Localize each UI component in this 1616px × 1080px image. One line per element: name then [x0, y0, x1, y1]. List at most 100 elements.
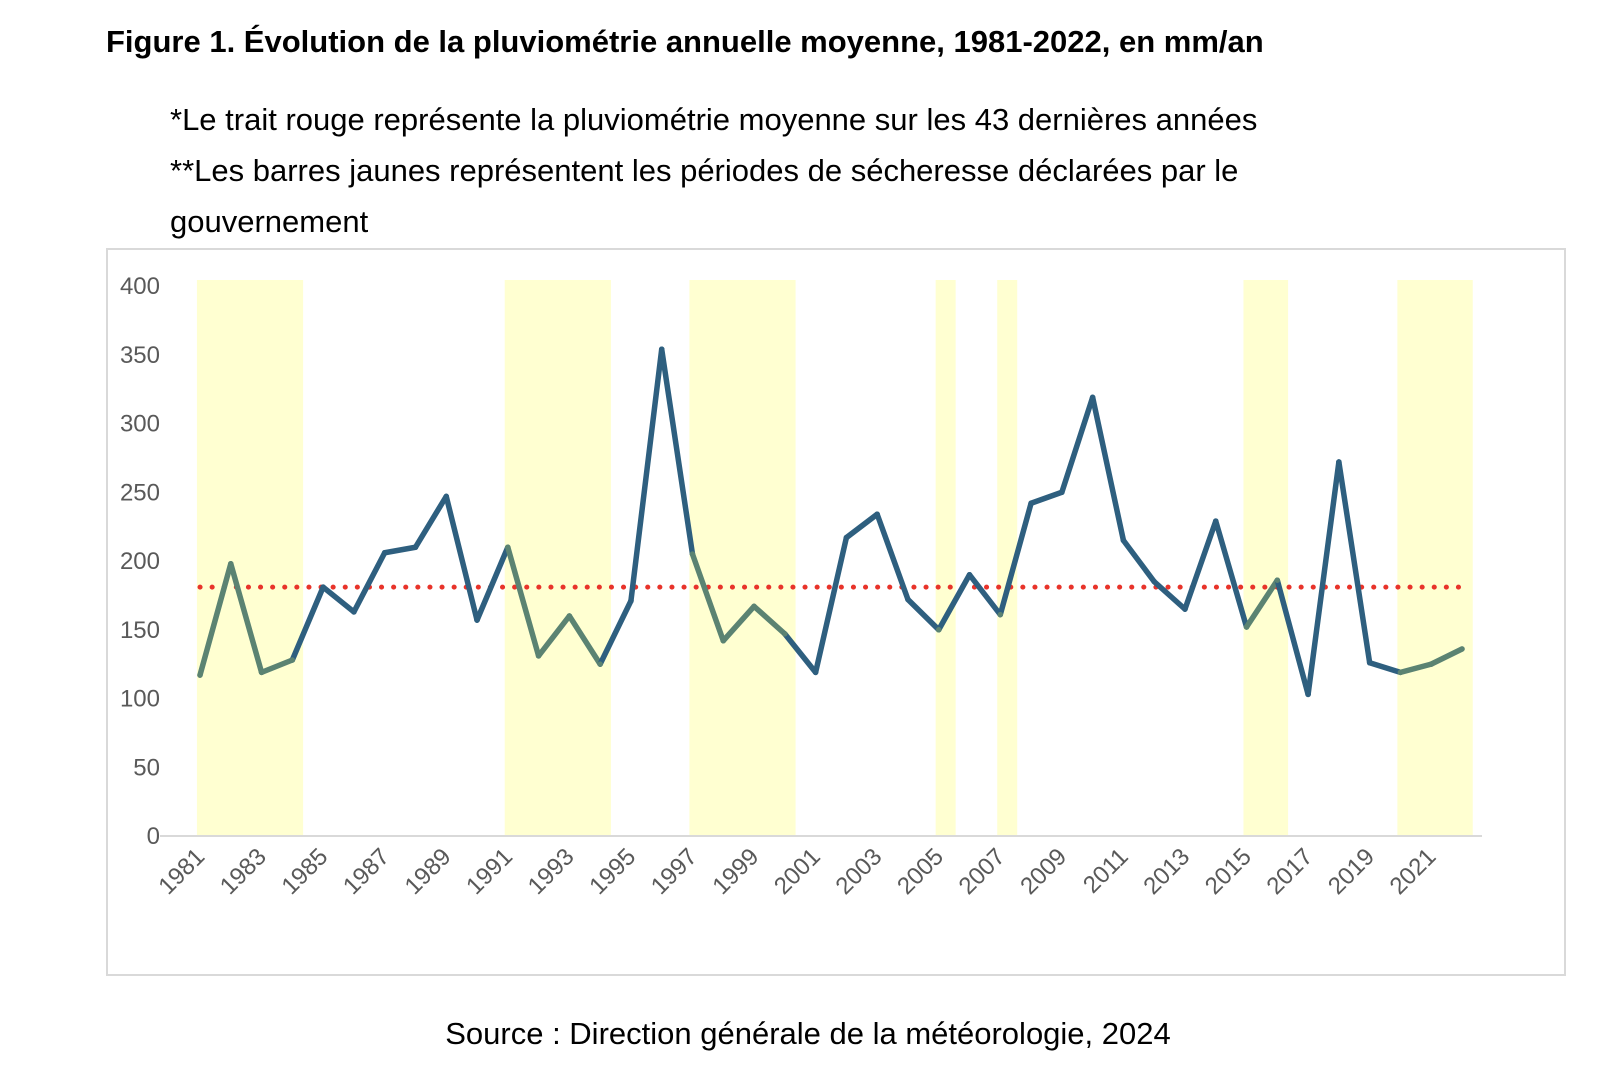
y-tick-350: 350	[120, 342, 160, 369]
point-1991	[505, 544, 511, 550]
note-red-line: *Le trait rouge représente la pluviométr…	[170, 102, 1258, 137]
segment-2003-2004	[874, 511, 911, 603]
point-1994	[597, 661, 603, 667]
drought-band-1991-1994	[504, 280, 611, 836]
segment-2012-2013	[1151, 578, 1188, 612]
segment-2016-2017	[1274, 577, 1311, 698]
rainfall-series	[197, 346, 1465, 698]
segment-2021-2022	[1428, 646, 1465, 667]
segment-1983-1984	[258, 657, 296, 676]
point-1992	[535, 653, 542, 659]
x-tick-1985: 1985	[277, 843, 334, 900]
x-tick-1983: 1983	[215, 843, 272, 900]
segment-2019-2020	[1366, 660, 1404, 676]
point-1995	[628, 598, 634, 604]
segment-2005-2006	[935, 572, 973, 633]
point-2020	[1397, 669, 1404, 676]
chart-frame: 0 50 100 150 200 250 300 350 400 1981 1983 1985 198…	[106, 248, 1566, 976]
point-1989	[443, 493, 449, 500]
segment-1996-1997	[658, 346, 696, 557]
segment-2011-2012	[1120, 537, 1157, 585]
point-1997	[689, 551, 696, 557]
x-tick-2015: 2015	[1200, 843, 1257, 900]
point-2022	[1459, 646, 1465, 652]
y-tick-0: 0	[147, 823, 160, 850]
point-2012	[1151, 578, 1157, 585]
x-tick-1981: 1981	[153, 843, 210, 900]
x-tick-2019: 2019	[1323, 843, 1380, 900]
point-2000	[782, 631, 788, 637]
drought-band-1981-1984	[196, 280, 304, 836]
x-tick-1993: 1993	[523, 843, 580, 900]
figure-title: Figure 1. Évolution de la pluviométrie a…	[106, 24, 1264, 59]
x-tick-2021: 2021	[1385, 843, 1442, 900]
segment-1981-1982	[197, 561, 234, 678]
point-2008	[1028, 500, 1034, 506]
x-tick-2003: 2003	[831, 843, 888, 900]
point-2009	[1059, 489, 1065, 495]
point-2021	[1428, 661, 1434, 667]
y-tick-250: 250	[120, 479, 160, 506]
segment-1986-1987	[351, 550, 388, 615]
point-2011	[1120, 537, 1127, 544]
point-1987	[381, 550, 388, 556]
segment-1991-1992	[505, 544, 542, 659]
x-tick-1989: 1989	[400, 843, 457, 900]
point-1993	[566, 613, 573, 619]
segment-2010-2011	[1089, 394, 1127, 544]
y-tick-50: 50	[133, 754, 160, 781]
point-2016	[1274, 577, 1281, 583]
note-yellow-bars: **Les barres jaunes représentent les pér…	[170, 153, 1239, 188]
point-1984	[289, 657, 296, 663]
segment-2000-2001	[782, 631, 819, 676]
point-2017	[1305, 691, 1311, 698]
x-tick-2017: 2017	[1261, 843, 1318, 900]
y-tick-300: 300	[120, 411, 160, 438]
x-tick-1995: 1995	[584, 843, 641, 900]
x-tick-labels: 1981 1983 1985 1987 1989 1991 1993 1995 1997 1999…	[153, 843, 1441, 900]
segment-1994-1995	[597, 598, 634, 667]
drought-band-2007-2007	[997, 280, 1018, 836]
point-2010	[1089, 394, 1096, 401]
point-2004	[905, 596, 911, 603]
segment-1997-1998	[689, 551, 727, 644]
point-1983	[258, 669, 265, 676]
point-2003	[874, 511, 880, 517]
segment-1990-1991	[474, 544, 511, 623]
segment-2014-2015	[1213, 518, 1250, 630]
segment-1982-1983	[228, 561, 265, 676]
segment-1998-1999	[720, 603, 757, 644]
segment-1985-1986	[320, 584, 357, 615]
drought-band-2015-2016	[1243, 280, 1289, 836]
segment-1992-1993	[535, 613, 573, 659]
point-1988	[412, 544, 419, 550]
point-2002	[843, 534, 850, 541]
x-tick-2001: 2001	[769, 843, 826, 900]
point-2015	[1243, 624, 1250, 630]
x-tick-2005: 2005	[892, 843, 949, 900]
point-1982	[228, 561, 234, 567]
point-2005	[936, 627, 942, 633]
point-2019	[1366, 660, 1373, 666]
point-2007	[997, 611, 1003, 618]
point-2014	[1213, 518, 1219, 524]
drought-bands	[196, 280, 1473, 836]
drought-band-2005-2005	[935, 280, 956, 836]
segment-1988-1989	[412, 493, 449, 550]
segment-1987-1988	[381, 544, 419, 556]
segment-1989-1990	[443, 493, 480, 623]
point-1986	[351, 609, 357, 615]
x-tick-2011: 2011	[1078, 843, 1134, 899]
segment-1995-1996	[628, 346, 665, 604]
x-tick-2013: 2013	[1138, 843, 1195, 900]
point-2018	[1336, 459, 1342, 465]
source-note: Source : Direction générale de la météor…	[445, 1016, 1171, 1051]
segment-2007-2008	[997, 500, 1034, 618]
segment-1993-1994	[566, 613, 603, 667]
segment-2009-2010	[1059, 394, 1096, 495]
point-1998	[720, 638, 726, 644]
segment-2020-2021	[1397, 661, 1434, 676]
drought-band-2020-2022	[1397, 280, 1473, 836]
segment-1984-1985	[289, 584, 326, 663]
